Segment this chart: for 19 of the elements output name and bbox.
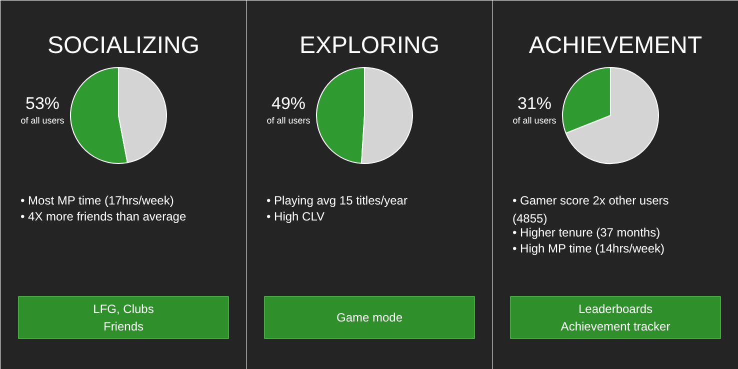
text: of all users [20,116,65,126]
text: • 4X more friends than average [20,210,186,224]
text: • Most MP time (17hrs/week) [20,194,174,208]
text: • High CLV [266,210,325,224]
chart-title: SOCIALIZING [47,32,200,59]
chart-title: EXPLORING [299,32,440,59]
text: of all users [512,116,557,126]
text: of all users [266,116,311,126]
text: • Playing avg 15 titles/year [266,194,408,208]
data-label: 49% [271,94,306,113]
text: LFG, Clubs Friends [93,302,154,334]
text: Game mode [336,310,403,324]
text: • Higher tenure (37 months) [512,226,660,240]
text: • High MP time (14hrs/week) [512,242,665,256]
data-label: 53% [25,94,60,113]
text: Leaderboards Achievement tracker [560,302,670,334]
data-label: 31% [517,94,552,113]
text: • Gamer score 2x other users (4855) [512,194,669,226]
chart-title: ACHIEVEMENT [528,32,703,59]
